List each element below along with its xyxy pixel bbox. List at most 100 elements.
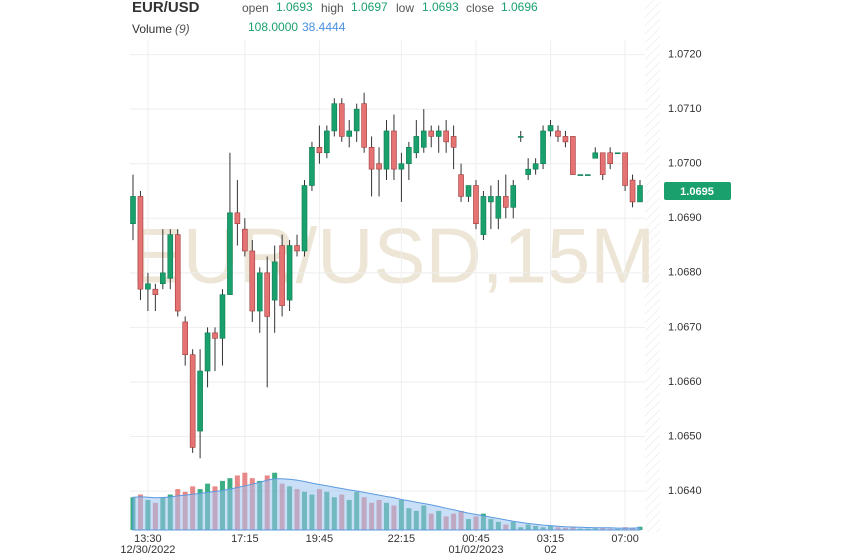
y-tick-label: 1.0690 xyxy=(668,212,702,224)
volume-ma-value: 38.4444 xyxy=(302,20,346,34)
candle-body xyxy=(532,163,539,170)
y-tick-label: 1.0680 xyxy=(668,267,702,279)
candle-body xyxy=(443,130,449,143)
legend-label: high xyxy=(321,1,344,15)
symbol: EUR/USD xyxy=(132,0,200,16)
volume-period: (9) xyxy=(175,22,190,36)
candle-body xyxy=(391,130,397,170)
candle-body xyxy=(182,321,188,355)
candle-body xyxy=(570,136,576,175)
volume-value: 108.0000 xyxy=(248,20,298,34)
x-tick-label: 17:15 xyxy=(231,533,259,545)
candle-body xyxy=(406,147,412,164)
candle-body xyxy=(309,147,315,186)
candle-body xyxy=(599,152,606,175)
candle-body xyxy=(145,283,151,290)
candle-body xyxy=(301,185,308,252)
candle-body xyxy=(331,103,338,132)
candle-body xyxy=(256,272,263,312)
x-tick-label: 22:15 xyxy=(388,533,416,545)
candle-body xyxy=(585,174,591,176)
candle-body xyxy=(555,130,561,137)
candle-body xyxy=(212,332,218,339)
candle-body xyxy=(242,228,248,252)
candle-body xyxy=(316,147,323,154)
candle-body xyxy=(413,136,420,154)
y-tick-label: 1.0650 xyxy=(668,430,702,442)
candle-body xyxy=(562,136,569,143)
candle-body xyxy=(130,196,136,225)
candle-body xyxy=(376,163,382,170)
x-tick-label: 03:15 xyxy=(537,533,565,545)
candle-body xyxy=(517,136,524,138)
candle-body xyxy=(577,174,584,176)
legend-label: low xyxy=(396,1,414,15)
candle-body xyxy=(629,179,636,203)
candle-body xyxy=(137,196,144,290)
x-date-label: 01/02/2023 xyxy=(448,544,503,556)
candle-body xyxy=(264,272,271,317)
candle-body xyxy=(174,234,181,312)
candle-body xyxy=(152,288,159,295)
candle-body xyxy=(614,152,621,155)
legend-value: 1.0693 xyxy=(276,0,313,14)
y-tick-label: 1.0640 xyxy=(668,485,702,497)
candle-body xyxy=(592,152,599,159)
candle-body xyxy=(525,168,531,175)
legend-label: open xyxy=(242,1,269,15)
candle-body xyxy=(435,130,442,137)
candle-body xyxy=(473,185,479,225)
x-tick-label: 19:45 xyxy=(306,533,334,545)
candle-body xyxy=(338,103,345,137)
candle-body xyxy=(420,130,427,148)
x-tick-label: 00:45 xyxy=(462,533,490,545)
volume-label: Volume xyxy=(132,22,172,36)
candle-body xyxy=(294,245,300,252)
candle-body xyxy=(189,354,196,448)
candle-body xyxy=(458,174,464,197)
candle-body xyxy=(346,130,353,137)
last-price-label: 1.0695 xyxy=(680,186,714,198)
x-tick-label: 13:30 xyxy=(134,533,162,545)
candle-body xyxy=(219,294,226,339)
volume-ma-area xyxy=(132,478,641,531)
candle-body xyxy=(353,108,360,132)
candle-body xyxy=(622,152,628,186)
last-price-box xyxy=(664,181,731,200)
y-tick-label: 1.0670 xyxy=(668,321,702,333)
candle-body xyxy=(204,332,211,372)
legend-label: close xyxy=(466,1,494,15)
candle-body xyxy=(234,212,241,225)
x-tick-label: 07:00 xyxy=(611,533,639,545)
y-tick-label: 1.0720 xyxy=(668,48,702,60)
candle-body xyxy=(368,147,375,170)
x-date-label: 12/30/2022 xyxy=(120,544,175,556)
candle-body xyxy=(465,185,472,197)
candle-body xyxy=(495,196,502,219)
candle-body xyxy=(197,370,203,432)
candle-body xyxy=(488,196,494,203)
candle-body xyxy=(324,130,330,154)
candle-body xyxy=(383,130,390,170)
candle-body xyxy=(428,130,435,137)
candle-body xyxy=(547,125,554,132)
watermark: EUR/USD,15M xyxy=(131,212,655,300)
candle-body xyxy=(286,245,293,301)
candle-body xyxy=(227,212,233,295)
candle-body xyxy=(607,152,613,164)
candle-body xyxy=(450,136,457,148)
candle-body xyxy=(637,185,643,203)
hatch-area xyxy=(645,0,660,532)
candle-body xyxy=(160,272,166,285)
candle-body xyxy=(540,130,546,164)
candle-body xyxy=(502,196,509,208)
candle-body xyxy=(167,234,174,279)
legend-value: 1.0693 xyxy=(422,0,459,14)
y-tick-label: 1.0660 xyxy=(668,376,702,388)
candle-body xyxy=(510,185,517,208)
candle-body xyxy=(279,245,285,306)
y-tick-label: 1.0710 xyxy=(668,103,702,115)
legend-value: 1.0696 xyxy=(501,0,538,14)
